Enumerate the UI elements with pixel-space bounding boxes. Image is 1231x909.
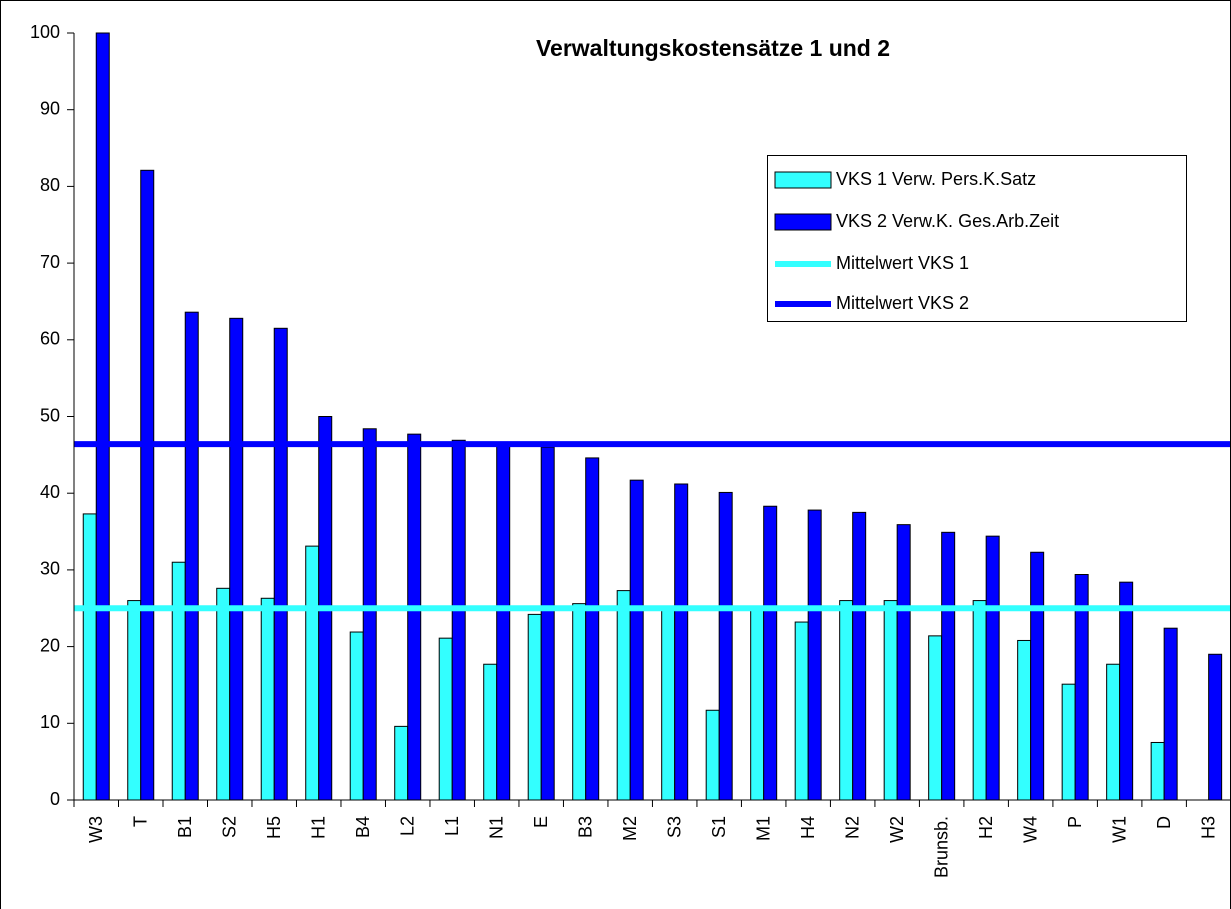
bar bbox=[1106, 663, 1121, 801]
x-tick-label: N2 bbox=[842, 816, 862, 839]
x-tick-label: W1 bbox=[1109, 816, 1129, 843]
y-tick-label: 10 bbox=[40, 712, 60, 732]
bar bbox=[483, 663, 498, 801]
bar bbox=[394, 725, 409, 801]
bar bbox=[362, 428, 377, 801]
bar bbox=[1030, 551, 1045, 801]
bar bbox=[807, 509, 822, 801]
bar bbox=[616, 590, 631, 801]
legend-swatch bbox=[774, 171, 832, 189]
bar bbox=[661, 607, 676, 801]
x-tick-label: H3 bbox=[1198, 816, 1218, 839]
bar bbox=[540, 446, 555, 801]
x-tick-label: D bbox=[1154, 816, 1174, 829]
x-tick-label: Brunsb. bbox=[931, 816, 951, 878]
bar bbox=[1208, 653, 1223, 801]
bar bbox=[273, 327, 288, 801]
x-tick-label: N1 bbox=[486, 816, 506, 839]
bar bbox=[763, 505, 778, 801]
x-tick-label: S2 bbox=[219, 816, 239, 838]
x-tick-label: E bbox=[531, 816, 551, 828]
x-tick-label: H1 bbox=[308, 816, 328, 839]
bar bbox=[451, 439, 466, 801]
bar bbox=[216, 587, 231, 801]
y-tick-label: 20 bbox=[40, 635, 60, 655]
bar bbox=[896, 524, 911, 801]
y-tick-label: 30 bbox=[40, 559, 60, 579]
bar bbox=[1017, 639, 1032, 801]
bar bbox=[349, 631, 364, 801]
y-tick-label: 90 bbox=[40, 98, 60, 118]
x-tick-label: B3 bbox=[575, 816, 595, 838]
chart-title: Verwaltungskostensätze 1 und 2 bbox=[536, 35, 890, 61]
legend-box bbox=[767, 155, 1187, 322]
x-tick-label: M2 bbox=[620, 816, 640, 841]
bar bbox=[1119, 581, 1134, 801]
bar bbox=[629, 479, 644, 801]
x-tick-label: W3 bbox=[86, 816, 106, 843]
bar bbox=[705, 709, 720, 801]
x-tick-label: M1 bbox=[753, 816, 773, 841]
bar bbox=[527, 613, 542, 801]
bar bbox=[928, 635, 943, 801]
bar bbox=[972, 600, 987, 801]
bar bbox=[585, 457, 600, 801]
bar bbox=[171, 561, 186, 801]
bar bbox=[496, 445, 511, 801]
bar bbox=[839, 600, 854, 801]
x-tick-label: H2 bbox=[976, 816, 996, 839]
bar bbox=[572, 603, 587, 801]
bar bbox=[95, 32, 110, 801]
legend-label: Mittelwert VKS 1 bbox=[836, 253, 969, 273]
x-tick-label: T bbox=[130, 816, 150, 827]
x-tick-label: W2 bbox=[887, 816, 907, 843]
bar bbox=[674, 483, 689, 801]
bar bbox=[305, 545, 320, 801]
bar bbox=[883, 600, 898, 801]
x-tick-label: L2 bbox=[397, 816, 417, 836]
bar bbox=[941, 531, 956, 801]
bar bbox=[1163, 627, 1178, 801]
bar bbox=[985, 535, 1000, 801]
y-tick-label: 80 bbox=[40, 175, 60, 195]
bar bbox=[127, 600, 142, 801]
y-tick-label: 50 bbox=[40, 405, 60, 425]
bar bbox=[438, 637, 453, 801]
bar bbox=[82, 513, 97, 801]
bar bbox=[750, 607, 765, 801]
x-tick-label: B1 bbox=[175, 816, 195, 838]
bar bbox=[140, 169, 155, 801]
y-tick-label: 40 bbox=[40, 482, 60, 502]
x-tick-label: S3 bbox=[664, 816, 684, 838]
y-tick-label: 0 bbox=[50, 789, 60, 809]
bar bbox=[1150, 741, 1165, 801]
bar bbox=[184, 311, 199, 801]
bar bbox=[794, 621, 809, 801]
bar bbox=[260, 597, 275, 801]
legend-label: VKS 1 Verw. Pers.K.Satz bbox=[836, 169, 1036, 189]
legend-label: Mittelwert VKS 2 bbox=[836, 293, 969, 313]
x-tick-label: P bbox=[1065, 816, 1085, 828]
bar bbox=[1061, 683, 1076, 801]
legend-label: VKS 2 Verw.K. Ges.Arb.Zeit bbox=[836, 211, 1059, 231]
x-tick-label: L1 bbox=[442, 816, 462, 836]
bar bbox=[407, 433, 422, 801]
y-tick-label: 70 bbox=[40, 252, 60, 272]
legend-swatch bbox=[774, 213, 832, 231]
x-tick-label: B4 bbox=[353, 816, 373, 838]
x-tick-label: S1 bbox=[709, 816, 729, 838]
x-tick-label: W4 bbox=[1020, 816, 1040, 843]
y-tick-label: 100 bbox=[30, 22, 60, 42]
x-tick-label: H4 bbox=[798, 816, 818, 839]
x-tick-label: H5 bbox=[264, 816, 284, 839]
bar bbox=[852, 511, 867, 801]
y-tick-label: 60 bbox=[40, 329, 60, 349]
bar bbox=[718, 491, 733, 801]
bar bbox=[229, 317, 244, 801]
